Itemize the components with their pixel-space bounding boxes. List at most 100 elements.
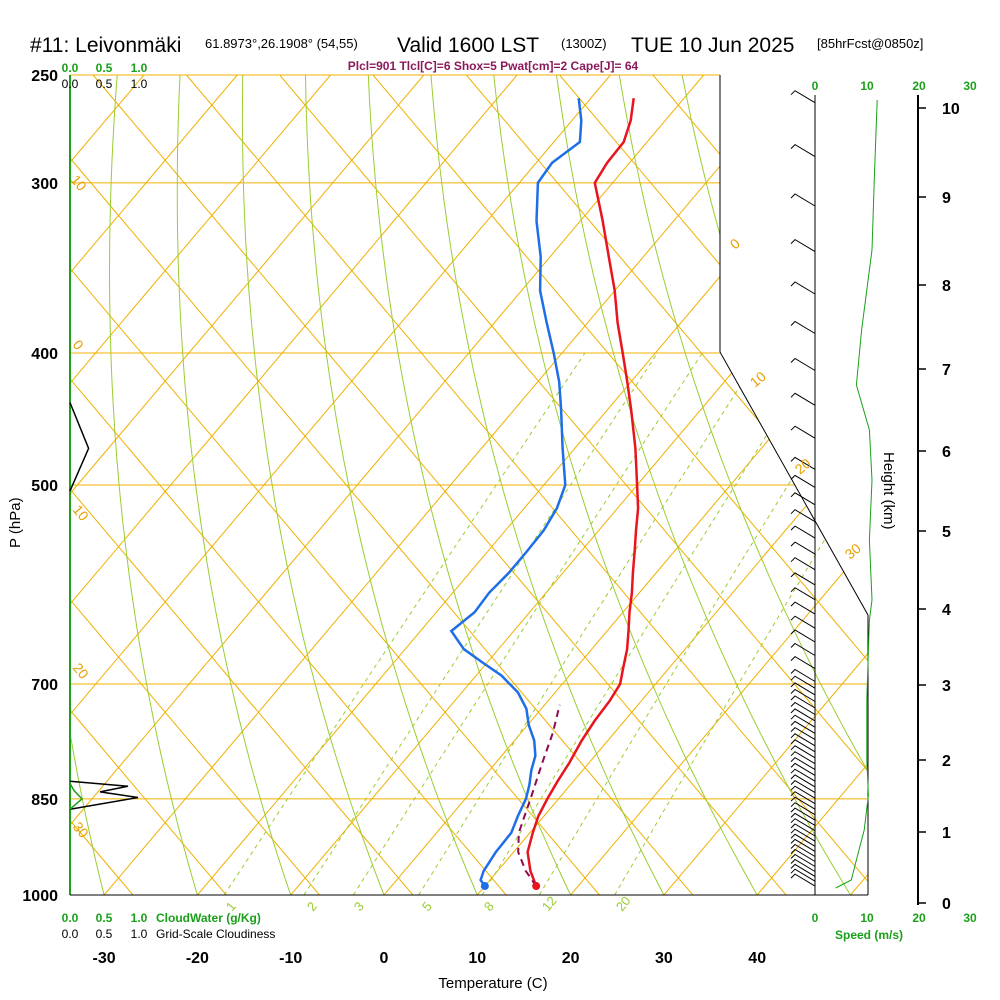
dry-adiabat-line <box>493 75 758 895</box>
wind-barb <box>790 281 816 295</box>
temperature-tick-label: 30 <box>655 950 673 967</box>
isotherm-line <box>70 75 331 895</box>
height-tick-label: 10 <box>942 101 960 118</box>
cloudwater-label: CloudWater (g/Kg) <box>156 911 261 925</box>
mixing-ratio-label: 8 <box>481 899 497 914</box>
wind-barb <box>790 863 816 877</box>
wind-barb <box>790 425 816 439</box>
isotherm-label: 0 <box>70 337 87 353</box>
mixing-ratio-line <box>303 352 658 895</box>
valid-time: Valid 1600 LST <box>397 34 539 57</box>
dry-adiabat-line <box>807 75 868 895</box>
isotherm-label: 10 <box>68 172 90 194</box>
parcel-line <box>517 704 561 887</box>
wind-barb <box>790 701 816 715</box>
wind-barb <box>790 474 816 488</box>
wind-barb <box>790 642 816 656</box>
wind-barb <box>790 557 816 571</box>
mixing-ratio-label: 5 <box>419 899 435 914</box>
pressure-tick-label: 700 <box>31 677 58 694</box>
mixing-ratio-label: 20 <box>613 893 634 914</box>
isentrope-line <box>839 75 868 895</box>
mixing-ratio-label: 12 <box>539 893 560 914</box>
cloudwater-tick-bottom: 1.0 <box>131 911 148 925</box>
temperature-tick-label: 0 <box>380 950 389 967</box>
wind-barb <box>790 655 816 670</box>
wind-barb <box>790 629 816 643</box>
wind-barb <box>790 525 816 539</box>
wind-barb <box>790 90 816 104</box>
cloud-profiles <box>69 402 139 810</box>
wind-barb <box>790 774 816 788</box>
wind-barb <box>790 357 816 371</box>
wind-speed-profile <box>835 99 878 889</box>
valid-date: TUE 10 Jun 2025 <box>631 34 794 57</box>
station-title: #11: Leivonmäki <box>30 34 181 57</box>
wind-barb <box>790 785 816 799</box>
mixing-ratio-label: 3 <box>351 899 367 914</box>
cloudiness-label: Grid-Scale Cloudiness <box>156 927 275 941</box>
mixing-ratio-line <box>538 352 868 895</box>
mixing-ratio-line <box>418 352 762 895</box>
speed-tick-top: 30 <box>963 79 977 93</box>
pressure-axis-title: P (hPa) <box>7 497 24 548</box>
dry-adiabat-label: 0 <box>727 235 743 252</box>
cloudiness-tick-bottom: 1.0 <box>131 927 148 941</box>
wind-barb <box>790 492 816 506</box>
dry-adiabat-line <box>430 75 665 895</box>
cloud-axis-top: 0.0 0.5 1.0 0.0 0.5 1.0 <box>62 61 148 91</box>
wind-barb <box>790 762 816 776</box>
wind-barb <box>790 541 816 555</box>
sounding-parameters: Plcl=901 Tlcl[C]=6 Shox=5 Pwat[cm]=2 Cap… <box>348 59 639 73</box>
height-tick-label: 2 <box>942 753 951 770</box>
wind-barb <box>790 858 816 872</box>
speed-label: Speed (m/s) <box>835 928 903 942</box>
cloudiness-tick-top: 1.0 <box>131 77 148 91</box>
isentrope-line <box>559 75 868 895</box>
station-location: 61.8973°,26.1908° (54,55) <box>205 36 358 51</box>
isentrope-line <box>70 75 414 895</box>
dry-adiabat-line <box>176 75 292 895</box>
wind-barb <box>790 720 816 734</box>
height-tick-label: 4 <box>942 602 951 619</box>
wind-barb <box>790 456 816 470</box>
dry-adiabat-line <box>241 75 385 895</box>
temperature-tick-label: 10 <box>468 950 486 967</box>
wind-barb <box>790 143 816 158</box>
wind-barb <box>790 733 816 747</box>
wind-barb <box>790 745 816 759</box>
cloudiness-line-low <box>69 780 139 810</box>
wind-barb <box>790 807 816 821</box>
height-tick-label: 3 <box>942 678 951 695</box>
sounding-series <box>449 98 640 891</box>
dry-adiabat-label: 30 <box>842 540 864 562</box>
cloudiness-line-upper <box>69 402 90 492</box>
height-axis-title: Height (km) <box>880 452 897 530</box>
dry-adiabat-line <box>305 75 478 895</box>
wind-barb <box>790 193 816 207</box>
wind-barb <box>790 818 816 832</box>
dry-adiabat-line <box>367 75 572 895</box>
wind-barb <box>790 726 816 741</box>
wind-barb <box>790 843 816 857</box>
wind-barb <box>790 802 816 816</box>
forecast-info: [85hrFcst@0850z] <box>817 36 923 51</box>
speed-tick-bottom: 0 <box>812 911 819 925</box>
height-tick-label: 0 <box>942 896 951 913</box>
height-ticks: 0 1 2 3 4 5 6 7 8 9 10 <box>918 101 960 913</box>
wind-barb <box>790 714 816 728</box>
height-tick-label: 1 <box>942 825 951 842</box>
cloudwater-tick-top: 0.5 <box>96 61 113 75</box>
cloudwater-tick-bottom: 0.5 <box>96 911 113 925</box>
wind-barb <box>790 779 816 794</box>
height-tick-label: 6 <box>942 444 951 461</box>
cloudwater-line <box>69 783 84 810</box>
wind-speed-line <box>835 99 878 889</box>
mixing-ratio-line <box>614 352 868 895</box>
isotherm-line <box>70 75 238 895</box>
dry-adiabat-label: 10 <box>747 368 769 390</box>
wind-barb <box>790 812 816 826</box>
pressure-tick-label: 500 <box>31 478 58 495</box>
